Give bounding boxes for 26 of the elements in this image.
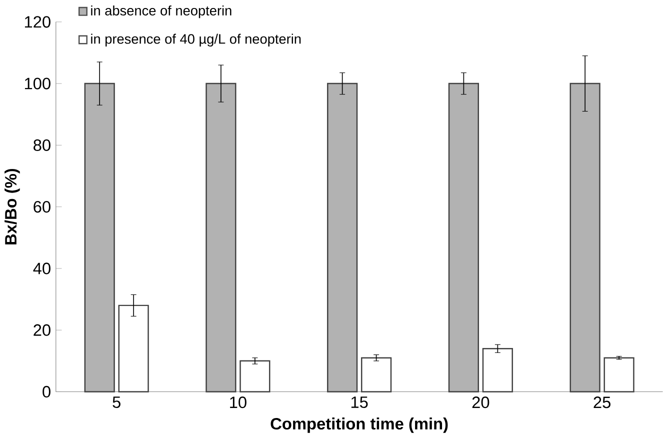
- bar: [240, 360, 270, 392]
- x-tick-label: 10: [230, 396, 246, 408]
- x-tick-label: 15: [351, 396, 368, 408]
- y-axis-title: Bx/Bo (%): [4, 168, 20, 244]
- y-tick-label: 80: [34, 139, 50, 151]
- legend-label: in presence of 40 µg/L of neopterin: [91, 34, 301, 46]
- x-tick-label: 5: [112, 396, 120, 408]
- y-tick-label: 20: [34, 324, 50, 336]
- bar: [570, 82, 600, 392]
- y-tick-label: 60: [34, 200, 50, 212]
- y-tick-label: 120: [24, 16, 50, 28]
- bar: [84, 82, 115, 392]
- x-tick-label: 25: [594, 396, 610, 408]
- bar: [604, 357, 634, 392]
- x-tick-label: 20: [472, 396, 490, 408]
- x-axis-title: Competition time (min): [270, 417, 448, 433]
- y-tick-label: 0: [42, 386, 50, 398]
- bar: [448, 82, 479, 392]
- y-tick-label: 40: [33, 262, 50, 274]
- bar: [327, 82, 358, 392]
- bar: [118, 304, 149, 392]
- legend-label: in absence of neopterin: [91, 5, 232, 18]
- bar: [361, 357, 392, 392]
- bar: [482, 348, 513, 392]
- y-tick-label: 100: [24, 78, 50, 90]
- bar: [206, 82, 236, 392]
